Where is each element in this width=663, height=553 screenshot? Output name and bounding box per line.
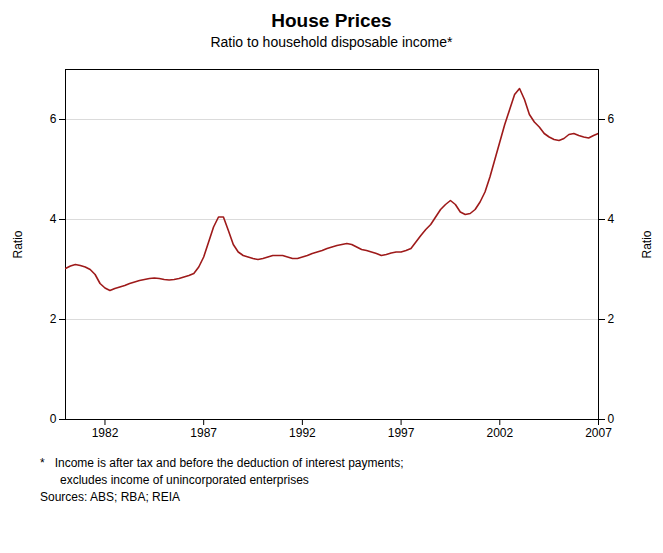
- svg-text:0: 0: [50, 412, 57, 426]
- svg-text:Ratio: Ratio: [11, 230, 25, 258]
- svg-text:2: 2: [50, 312, 57, 326]
- svg-text:2007: 2007: [585, 426, 612, 440]
- svg-text:1982: 1982: [92, 426, 119, 440]
- svg-text:0: 0: [608, 412, 615, 426]
- svg-text:1997: 1997: [388, 426, 415, 440]
- svg-text:1992: 1992: [289, 426, 316, 440]
- html-text:* Income is after tax and befo: * Income is after tax and before the ded…: [40, 456, 404, 470]
- html-text:excludes income of unincorpora: excludes income of unincorporated enterp…: [40, 473, 309, 487]
- svg-text:6: 6: [608, 112, 615, 126]
- html-text:Sources: ABS; RBA; REIA: Sources: ABS; RBA; REIA: [40, 490, 181, 504]
- svg-text:6: 6: [50, 112, 57, 126]
- svg-text:1987: 1987: [190, 426, 217, 440]
- svg-text:2: 2: [608, 312, 615, 326]
- html-text:House Prices: House Prices: [271, 10, 392, 31]
- svg-text:2002: 2002: [486, 426, 513, 440]
- svg-text:4: 4: [608, 212, 615, 226]
- svg-text:4: 4: [50, 212, 57, 226]
- html-text:Ratio to household disposable: Ratio to household disposable income*: [210, 34, 453, 50]
- svg-text:Ratio: Ratio: [640, 230, 654, 258]
